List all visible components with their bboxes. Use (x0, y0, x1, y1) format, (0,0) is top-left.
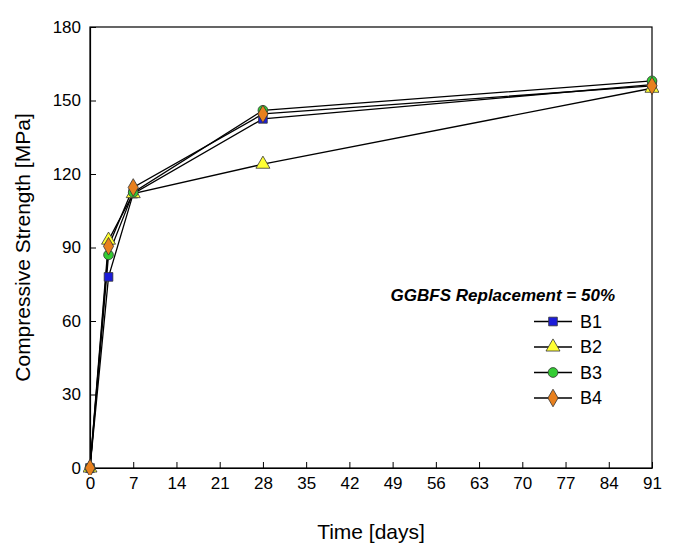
legend-marker (548, 368, 558, 378)
plot: 0 7 14 21 28 35 42 49 56 63 70 77 84 91 0 30 60 90 120 150 1… (53, 18, 662, 493)
series-marker (258, 105, 268, 123)
series-marker (103, 237, 113, 255)
x-tick-label: 7 (129, 474, 138, 493)
x-tick-label: 42 (340, 474, 359, 493)
legend-label: B4 (580, 388, 602, 408)
x-tick-mark (652, 462, 653, 468)
x-tick-label: 21 (211, 474, 230, 493)
y-tick-label: 0 (72, 459, 81, 478)
y-axis: 0 30 60 90 120 150 180 (53, 18, 96, 478)
legend-item: B2 (534, 337, 602, 357)
y-tick-label: 30 (62, 385, 81, 404)
x-tick: 21 (211, 462, 230, 493)
x-tick: 35 (297, 462, 316, 493)
y-tick-label: 120 (53, 165, 81, 184)
legend-label: B3 (580, 363, 602, 383)
x-axis-line (91, 468, 653, 469)
x-tick-mark (522, 462, 523, 468)
x-tick: 28 (254, 462, 273, 493)
y-tick: 90 (62, 238, 96, 257)
series-marker (256, 156, 270, 168)
x-tick: 49 (384, 462, 403, 493)
x-tick-label: 84 (600, 474, 619, 493)
legend-item: B1 (534, 312, 602, 332)
y-tick-mark (90, 174, 96, 175)
legend: B1 B2 B3 B4 (534, 312, 602, 409)
x-tick-mark (479, 462, 480, 468)
series-marker (647, 77, 657, 95)
x-tick-label: 35 (297, 474, 316, 493)
y-tick-label: 90 (62, 238, 81, 257)
y-tick-label: 60 (62, 312, 81, 331)
legend-marker (548, 389, 558, 407)
y-tick-label: 180 (53, 18, 81, 37)
legend-item: B3 (534, 363, 602, 383)
x-tick-label: 91 (643, 474, 662, 493)
x-tick-mark (609, 462, 610, 468)
series-line (90, 86, 652, 468)
x-tick-mark (176, 462, 177, 468)
legend-label: B1 (580, 312, 602, 332)
y-tick-label: 150 (53, 91, 81, 110)
annotation: GGBFS Replacement = 50% (391, 286, 615, 305)
x-tick-mark (263, 462, 264, 468)
x-axis-title: Time [days] (317, 520, 425, 543)
plot-frame (90, 27, 652, 468)
x-axis: 0 7 14 21 28 35 42 49 56 63 70 77 84 91 (86, 462, 662, 493)
y-tick-mark (90, 395, 96, 396)
series-line (90, 81, 652, 468)
x-tick: 14 (168, 462, 187, 493)
x-tick: 63 (470, 462, 489, 493)
x-tick-label: 56 (427, 474, 446, 493)
x-tick: 70 (513, 462, 532, 493)
x-tick: 84 (600, 462, 619, 493)
x-tick-mark (393, 462, 394, 468)
y-tick-mark (90, 248, 96, 249)
x-tick-mark (133, 462, 134, 468)
y-tick: 30 (62, 385, 96, 404)
y-tick-mark (90, 321, 96, 322)
x-tick: 91 (643, 462, 662, 493)
x-tick-mark (220, 462, 221, 468)
x-tick: 42 (340, 462, 359, 493)
x-tick-label: 70 (513, 474, 532, 493)
y-axis-title: Compressive Strength [MPa] (11, 113, 34, 381)
x-tick-label: 63 (470, 474, 489, 493)
x-tick-label: 0 (86, 474, 95, 493)
y-tick: 0 (72, 459, 96, 478)
y-tick: 120 (53, 165, 96, 184)
x-tick-mark (306, 462, 307, 468)
chart: 0 7 14 21 28 35 42 49 56 63 70 77 84 91 0 30 60 90 120 150 1… (0, 0, 678, 557)
series-marker (104, 273, 113, 282)
series-line (90, 88, 652, 468)
x-tick-mark (566, 462, 567, 468)
series-line (90, 85, 652, 468)
x-tick-label: 77 (557, 474, 576, 493)
x-tick-label: 28 (254, 474, 273, 493)
y-tick-mark (90, 101, 96, 102)
legend-label: B2 (580, 337, 602, 357)
x-tick: 56 (427, 462, 446, 493)
y-tick: 60 (62, 312, 96, 331)
y-tick: 180 (53, 18, 96, 37)
series-marker (85, 459, 95, 475)
series-marker (128, 179, 138, 197)
x-tick-mark (349, 462, 350, 468)
legend-marker (546, 339, 560, 351)
marks (83, 76, 659, 475)
x-tick-label: 14 (168, 474, 187, 493)
legend-marker (549, 317, 558, 326)
legend-item: B4 (534, 388, 602, 408)
x-tick: 77 (557, 462, 576, 493)
y-tick-mark (90, 27, 96, 28)
x-tick: 7 (129, 462, 138, 493)
x-tick-label: 49 (384, 474, 403, 493)
y-tick: 150 (53, 91, 96, 110)
x-tick-mark (436, 462, 437, 468)
